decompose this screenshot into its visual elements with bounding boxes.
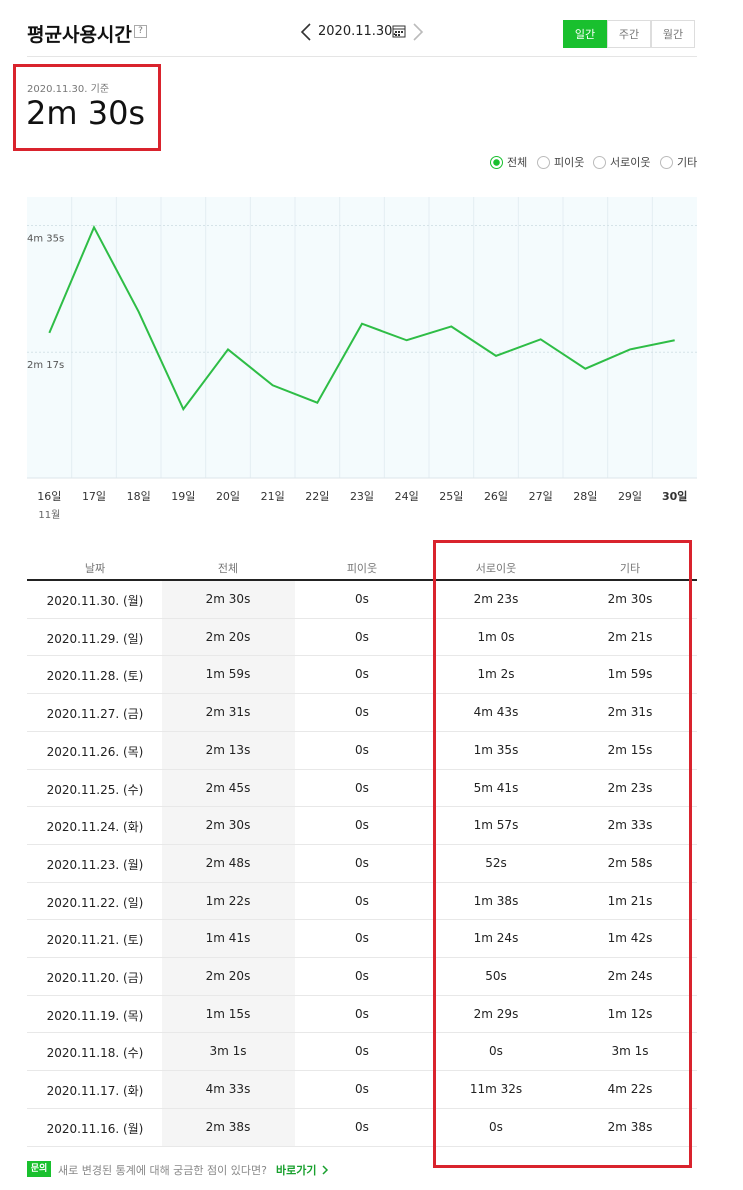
x-tick-label: 25일	[439, 489, 463, 503]
filter-option[interactable]: 서로이웃	[593, 156, 650, 170]
table-cell: 0s	[355, 592, 369, 606]
filter-option[interactable]: 전체	[490, 156, 527, 170]
table-cell: 2020.11.17. (화)	[46, 1084, 144, 1099]
help-icon[interactable]: ?	[134, 25, 147, 38]
x-tick-label: 16일	[37, 489, 61, 503]
table-cell: 2020.11.29. (일)	[46, 631, 144, 646]
table-cell: 2m 30s	[205, 592, 251, 606]
inquiry-badge: 문의	[27, 1161, 51, 1177]
x-tick-label: 27일	[529, 489, 553, 503]
table-cell: 3m 1s	[209, 1044, 247, 1059]
table-cell: 2020.11.30. (월)	[46, 594, 144, 608]
table-cell: 0s	[355, 742, 369, 757]
table-cell: 1m 59s	[205, 667, 251, 682]
table-cell: 2020.11.18. (수)	[46, 1046, 144, 1061]
y-tick-label: 4m 35s	[27, 233, 64, 244]
table-cell: 1m 22s	[205, 893, 251, 908]
table-cell: 0s	[355, 1006, 369, 1021]
table-cell: 2020.11.23. (월)	[46, 857, 144, 872]
page-title: 평균사용시간	[27, 24, 132, 46]
x-tick-label: 29일	[618, 489, 642, 503]
x-tick-label: 20일	[216, 489, 240, 503]
summary-caption: 2020.11.30. 기준	[27, 84, 110, 95]
summary-value: 2m 30s	[26, 94, 146, 132]
line	[48, 224, 675, 412]
tab[interactable]: 주간	[607, 20, 651, 48]
column-header: 피이웃	[346, 562, 378, 575]
table-cell: 0s	[355, 931, 369, 946]
x-tick-label: 22일	[305, 489, 329, 503]
table-cell: 2020.11.27. (금)	[46, 707, 144, 722]
table-cell: 0s	[355, 1044, 369, 1059]
table-cell: 0s	[355, 969, 369, 983]
table-cell: 2m 48s	[205, 855, 251, 870]
column-header: 전체	[217, 562, 239, 575]
x-tick-label: 17일	[82, 489, 106, 503]
column-header: 날짜	[84, 562, 106, 575]
x-tick-label: 19일	[171, 489, 195, 503]
table-cell: 0s	[355, 667, 369, 682]
next-arrow[interactable]	[410, 22, 426, 42]
table-cell: 2020.11.20. (금)	[46, 971, 144, 985]
table-cell: 2020.11.21. (토)	[46, 933, 144, 948]
x-tick-label: 26일	[484, 489, 508, 503]
plot-area	[27, 197, 697, 478]
table-cell: 0s	[355, 1082, 369, 1097]
link-arrow[interactable]	[321, 1164, 329, 1176]
y-tick-label: 2m 17s	[27, 360, 64, 371]
x-tick-label: 21일	[261, 489, 285, 503]
x-tick-label: 24일	[395, 489, 419, 503]
x-tick-label: 30일	[662, 489, 687, 503]
footer-link[interactable]: 바로가기	[276, 1164, 317, 1177]
table-cell: 2m 31s	[205, 705, 251, 720]
table-cell: 2m 30s	[205, 818, 251, 833]
filter-option[interactable]: 피이웃	[537, 156, 584, 170]
table-cell: 0s	[355, 818, 369, 833]
tab[interactable]: 월간	[651, 20, 695, 48]
current-date: 2020.11.30.	[318, 24, 397, 39]
table-cell: 2020.11.24. (화)	[46, 820, 144, 835]
table-cell: 2020.11.26. (목)	[46, 744, 144, 759]
table-cell: 1m 41s	[205, 931, 251, 946]
table-cell: 2m 20s	[205, 629, 251, 644]
table-cell: 2020.11.16. (월)	[46, 1121, 144, 1136]
table-cell: 2m 45s	[205, 780, 251, 795]
filter-option[interactable]: 기타	[660, 156, 697, 170]
table-cell: 2020.11.19. (목)	[46, 1008, 144, 1023]
table-cell: 2020.11.28. (토)	[46, 669, 144, 684]
x-tick-label: 18일	[127, 489, 151, 503]
x-tick-label: 23일	[350, 489, 374, 503]
highlight-box	[433, 540, 692, 1168]
table-cell: 2m 38s	[205, 1119, 251, 1134]
table-cell: 2m 13s	[205, 742, 251, 757]
x-tick-label: 28일	[573, 489, 597, 503]
table-cell: 4m 33s	[205, 1082, 251, 1097]
table-cell: 1m 15s	[205, 1006, 251, 1021]
chart: 2m 17s 4m 35s 16일 17일 18일 19일 20일 21일 22일 23일 24일 2…	[27, 197, 697, 521]
prev-arrow[interactable]	[298, 22, 314, 42]
table-cell: 2020.11.22. (일)	[46, 895, 144, 910]
table-cell: 2020.11.25. (수)	[46, 782, 144, 797]
table-cell: 2m 20s	[205, 969, 251, 983]
table-cell: 0s	[355, 1119, 369, 1134]
highlight-box	[13, 64, 161, 151]
table-cell: 0s	[355, 705, 369, 720]
tab[interactable]: 일간	[563, 20, 607, 48]
table-cell: 0s	[355, 780, 369, 795]
footer-text: 새로 변경된 통계에 대해 궁금한 점이 있다면?	[58, 1164, 267, 1177]
divider	[27, 56, 697, 57]
table-cell: 0s	[355, 855, 369, 870]
month-label: 11월	[38, 509, 60, 521]
column-highlight	[162, 580, 295, 1146]
table-cell: 0s	[355, 893, 369, 908]
table-cell: 0s	[355, 629, 369, 644]
calendar-icon[interactable]	[392, 24, 406, 38]
